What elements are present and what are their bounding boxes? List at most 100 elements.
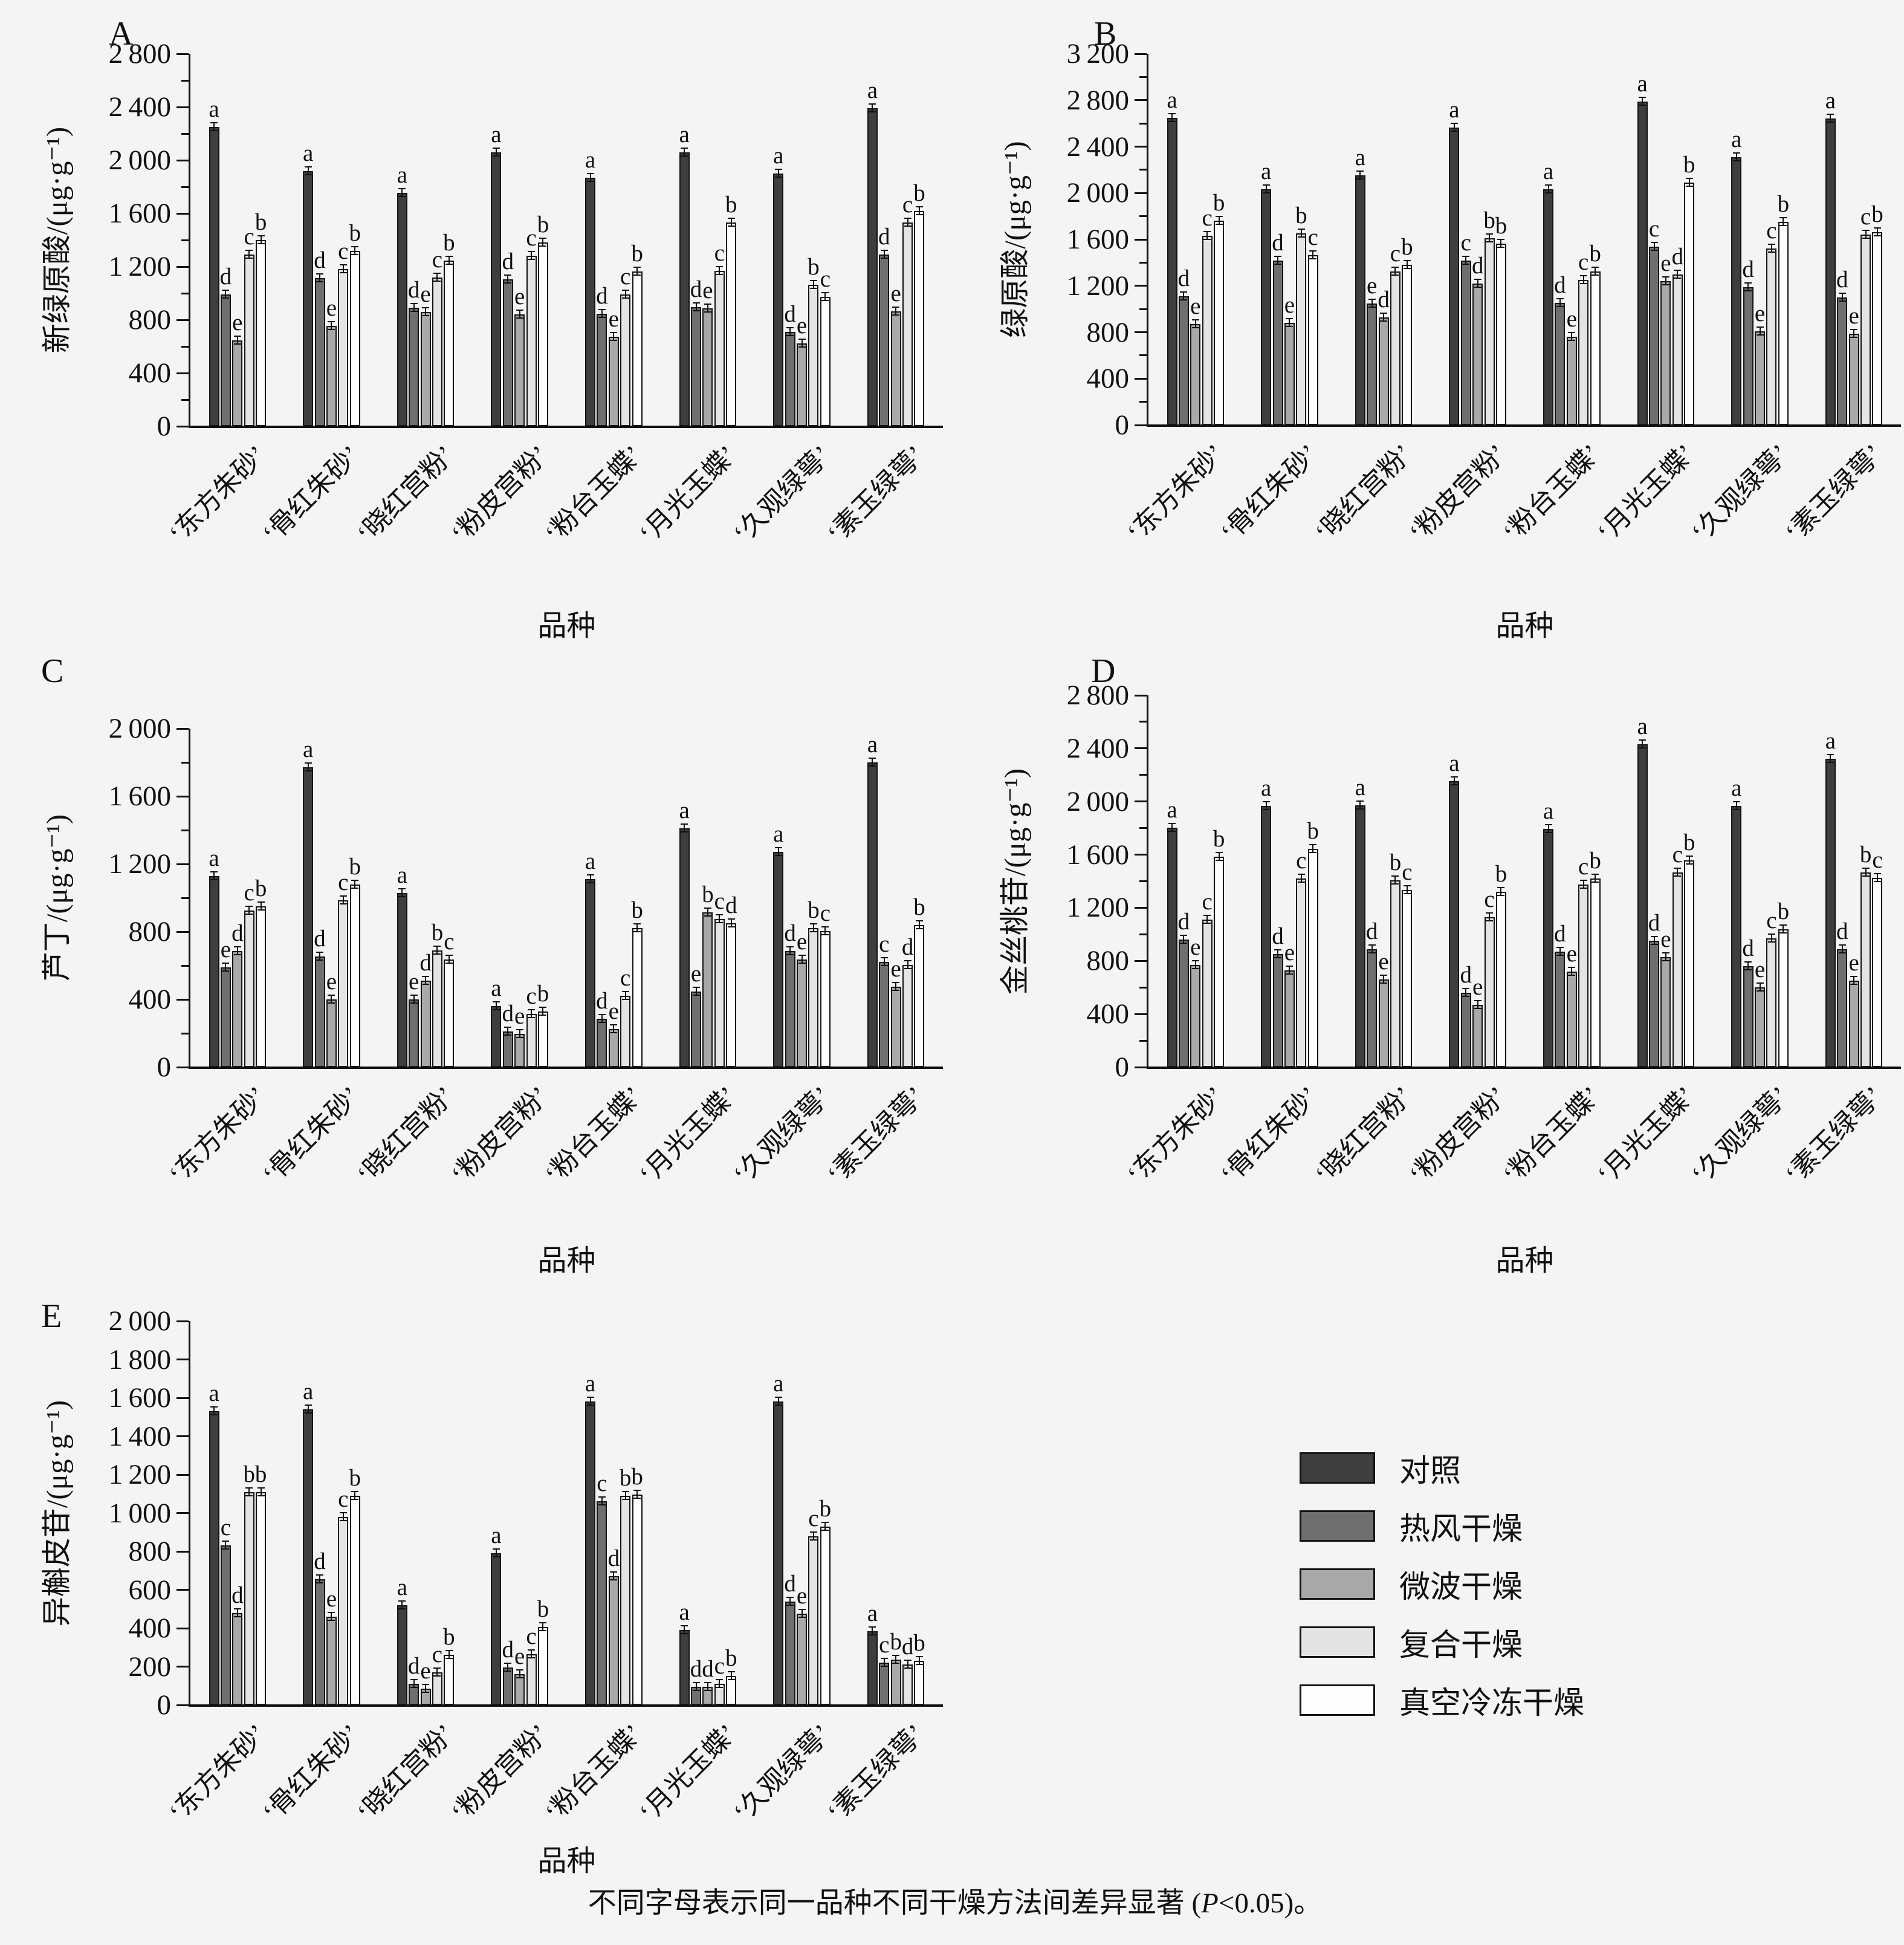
significance-letter: d xyxy=(690,1655,702,1682)
bar xyxy=(679,828,690,1067)
error-bar-cap xyxy=(1767,933,1775,935)
legend-item: 真空冷冻干燥 xyxy=(1300,1671,1584,1729)
y-tick-label: 2 800 xyxy=(108,38,171,70)
error-bar-cap xyxy=(1650,241,1658,243)
y-axis-title: 异槲皮苷/(μg·g⁻¹) xyxy=(40,1400,74,1626)
x-tick-label: ‘久观绿萼’ xyxy=(727,1718,837,1828)
y-tick-label: 2 000 xyxy=(108,144,171,176)
significance-letter: d xyxy=(232,1582,244,1608)
y-minor-tick xyxy=(1139,774,1147,776)
x-axis-line xyxy=(189,426,943,428)
error-bar-cap xyxy=(1262,192,1270,194)
significance-letter: e xyxy=(1284,939,1295,966)
bar xyxy=(514,1674,525,1705)
error-bar xyxy=(307,763,309,772)
x-tick-label: ‘素玉绿萼’ xyxy=(1779,1080,1889,1190)
bar xyxy=(326,1616,337,1705)
error-bar-cap xyxy=(869,758,876,759)
bar xyxy=(1837,297,1848,425)
error-bar-cap xyxy=(233,954,241,956)
x-tick-label: ‘晓红宫粉’ xyxy=(351,1718,461,1828)
bar xyxy=(585,1401,595,1705)
y-tick xyxy=(176,998,189,1001)
error-bar-cap xyxy=(1391,274,1399,276)
error-bar-cap xyxy=(621,1498,629,1500)
error-bar xyxy=(1277,256,1279,265)
x-tick-label: ‘粉台玉蝶’ xyxy=(539,1718,649,1828)
error-bar-cap xyxy=(504,1027,512,1028)
error-bar-cap xyxy=(222,1548,230,1550)
error-bar xyxy=(1183,935,1185,944)
error-bar-cap xyxy=(210,1406,218,1408)
error-bar xyxy=(213,871,215,880)
y-tick-label: 2 800 xyxy=(1066,680,1129,711)
significance-letter: d xyxy=(1836,266,1848,293)
error-bar xyxy=(248,250,250,259)
bar xyxy=(526,256,537,426)
error-bar-cap xyxy=(586,1397,594,1398)
significance-letter: b xyxy=(913,894,925,920)
error-bar-cap xyxy=(1544,823,1552,825)
error-bar xyxy=(1841,944,1843,953)
bar xyxy=(1355,175,1365,425)
bar xyxy=(691,992,702,1067)
error-bar xyxy=(448,1651,450,1660)
error-bar xyxy=(624,992,626,1001)
bar xyxy=(1684,182,1695,425)
error-bar-cap xyxy=(328,328,335,330)
error-bar xyxy=(624,290,626,299)
error-bar-cap xyxy=(1168,112,1176,114)
error-bar xyxy=(1688,178,1690,187)
bar xyxy=(597,1019,607,1067)
error-bar-cap xyxy=(1486,241,1494,243)
bar xyxy=(808,284,819,426)
error-bar xyxy=(730,218,732,227)
x-axis-line xyxy=(1147,1067,1901,1069)
error-bar-cap xyxy=(598,1504,606,1506)
error-bar-cap xyxy=(433,945,441,947)
bar xyxy=(256,906,267,1067)
error-bar-cap xyxy=(869,111,876,113)
error-bar xyxy=(531,1009,533,1018)
error-bar-cap xyxy=(704,907,711,909)
caption-text: <0.05)。 xyxy=(1218,1888,1323,1919)
error-bar xyxy=(507,1027,509,1036)
significance-letter: c xyxy=(444,929,455,955)
error-bar-cap xyxy=(1544,831,1552,833)
error-bar-cap xyxy=(257,1487,265,1489)
error-bar xyxy=(1770,934,1772,943)
significance-letter: c xyxy=(1872,847,1883,873)
error-bar-cap xyxy=(1838,300,1846,302)
error-bar xyxy=(812,924,814,933)
error-bar-cap xyxy=(1262,801,1270,803)
error-bar xyxy=(589,875,591,884)
y-tick-label: 800 xyxy=(1086,945,1130,977)
bar xyxy=(314,956,325,1067)
error-bar xyxy=(1218,852,1220,861)
x-tick-label: ‘素玉绿萼’ xyxy=(821,1718,931,1828)
bar xyxy=(432,950,442,1067)
significance-letter: b xyxy=(254,1461,267,1487)
x-tick-label: ‘久观绿萼’ xyxy=(1685,1080,1795,1190)
error-bar-cap xyxy=(233,1608,241,1609)
error-bar-cap xyxy=(786,334,794,336)
bar xyxy=(1637,744,1648,1067)
error-bar-cap xyxy=(1579,275,1587,277)
error-bar-cap xyxy=(1862,230,1870,232)
y-minor-tick xyxy=(1139,721,1147,723)
error-bar-cap xyxy=(904,218,912,219)
error-bar xyxy=(1653,937,1655,946)
error-bar-cap xyxy=(892,982,900,983)
error-bar-cap xyxy=(880,957,888,959)
significance-letter: b xyxy=(913,180,925,206)
bar xyxy=(220,1545,231,1705)
error-bar-cap xyxy=(1297,229,1305,230)
bar xyxy=(726,1676,737,1705)
error-bar xyxy=(236,1608,238,1617)
error-bar-cap xyxy=(422,307,430,308)
error-bar xyxy=(260,236,262,244)
y-axis-line xyxy=(189,729,190,1067)
significance-letter: e xyxy=(1367,273,1378,299)
bar xyxy=(902,1664,913,1705)
bar xyxy=(1284,970,1295,1067)
